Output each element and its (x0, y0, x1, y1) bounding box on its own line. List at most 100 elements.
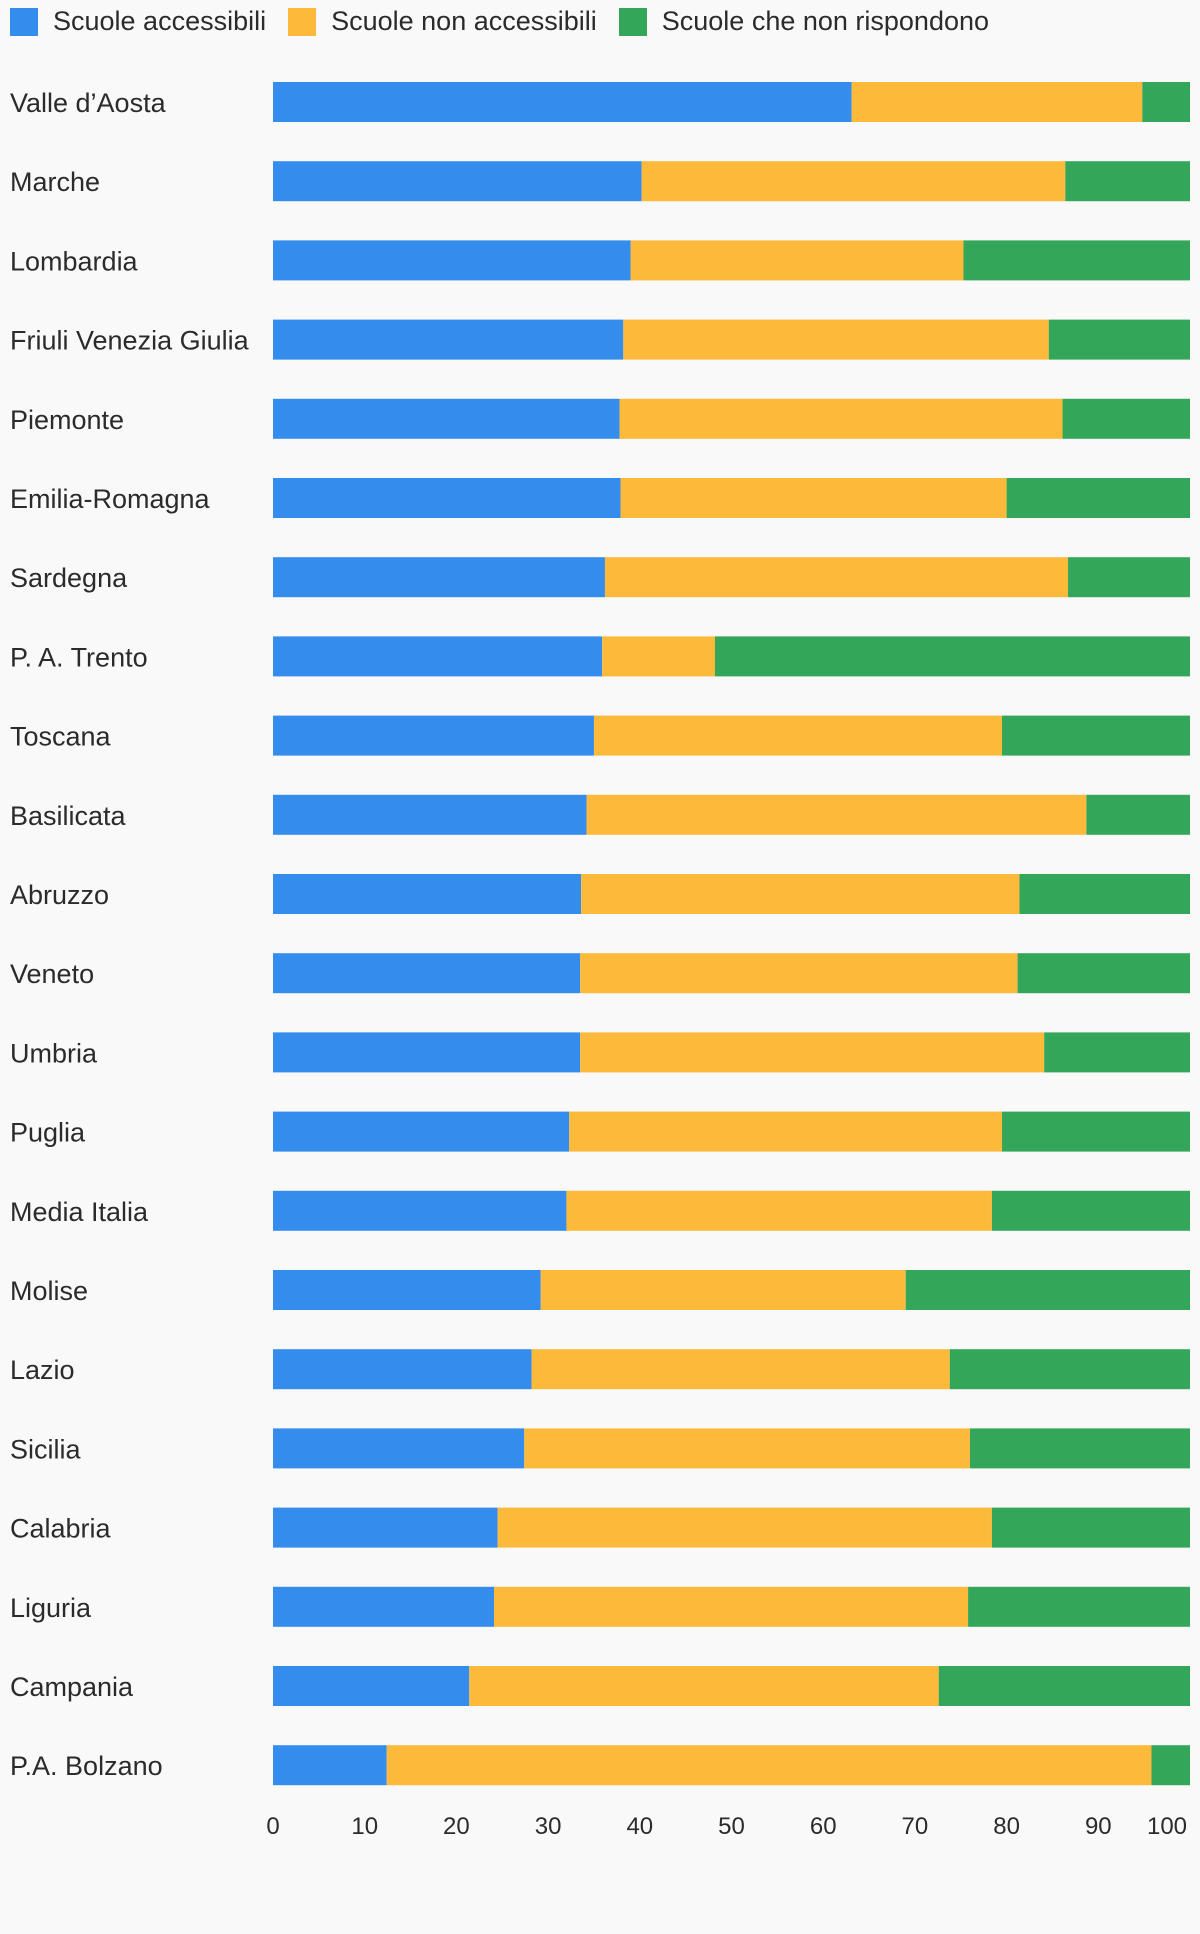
bar-abruzzo-scuole-che-non-rispondono[interactable] (1019, 874, 1190, 914)
bar-sardegna-scuole-accessibili[interactable] (273, 557, 605, 598)
category-label-p-a-trento: P. A. Trento (10, 642, 148, 672)
category-label-molise: Molise (10, 1276, 88, 1306)
bar-puglia-scuole-accessibili[interactable] (273, 1111, 570, 1152)
bar-marche-scuole-non-accessibili[interactable] (641, 161, 1066, 202)
category-label-basilicata: Basilicata (10, 801, 127, 831)
category-label-lombardia: Lombardia (10, 246, 139, 276)
x-tick-label-90: 90 (1085, 1813, 1112, 1840)
bar-p-a-trento-scuole-accessibili[interactable] (273, 636, 603, 677)
bar-lombardia-scuole-non-accessibili[interactable] (630, 240, 964, 281)
x-tick-label-10: 10 (351, 1813, 378, 1840)
bar-puglia-scuole-che-non-rispondono[interactable] (1002, 1111, 1190, 1152)
x-tick-label-80: 80 (993, 1813, 1020, 1840)
legend-label-non-rispondono: Scuole che non rispondono (661, 6, 990, 36)
bar-lazio-scuole-che-non-rispondono[interactable] (949, 1349, 1190, 1390)
bar-p-a-bolzano-scuole-non-accessibili[interactable] (386, 1745, 1152, 1786)
x-tick-label-0: 0 (266, 1813, 279, 1840)
category-label-calabria: Calabria (10, 1514, 112, 1544)
bar-basilicata-scuole-non-accessibili[interactable] (586, 794, 1087, 835)
bar-molise-scuole-che-non-rispondono[interactable] (905, 1270, 1190, 1310)
bar-piemonte-scuole-accessibili[interactable] (273, 398, 620, 439)
category-label-emilia-romagna: Emilia-Romagna (10, 484, 211, 514)
bar-media-italia-scuole-non-accessibili[interactable] (566, 1190, 992, 1231)
bar-media-italia-scuole-che-non-rispondono[interactable] (991, 1190, 1190, 1231)
bar-toscana-scuole-accessibili[interactable] (273, 715, 594, 756)
category-label-toscana: Toscana (10, 722, 112, 752)
bar-veneto-scuole-che-non-rispondono[interactable] (1017, 953, 1190, 994)
bar-molise-scuole-accessibili[interactable] (273, 1270, 541, 1310)
category-label-liguria: Liguria (10, 1593, 92, 1623)
bar-friuli-venezia-giulia-scuole-che-non-rispondono[interactable] (1048, 319, 1190, 360)
bar-p-a-trento-scuole-non-accessibili[interactable] (602, 636, 715, 677)
bar-emilia-romagna-scuole-non-accessibili[interactable] (620, 478, 1007, 518)
bar-liguria-scuole-accessibili[interactable] (273, 1586, 494, 1627)
bar-valle-d-aosta-scuole-che-non-rispondono[interactable] (1142, 82, 1190, 122)
category-label-media-italia: Media Italia (10, 1197, 149, 1227)
bar-p-a-bolzano-scuole-che-non-rispondono[interactable] (1151, 1745, 1190, 1786)
category-label-marche: Marche (10, 167, 100, 197)
bar-toscana-scuole-che-non-rispondono[interactable] (1002, 715, 1190, 756)
bar-p-a-trento-scuole-che-non-rispondono[interactable] (714, 636, 1190, 677)
bar-umbria-scuole-non-accessibili[interactable] (580, 1032, 1045, 1073)
bar-umbria-scuole-che-non-rispondono[interactable] (1044, 1032, 1190, 1073)
bar-piemonte-scuole-che-non-rispondono[interactable] (1062, 398, 1190, 439)
bar-piemonte-scuole-non-accessibili[interactable] (619, 398, 1063, 439)
bar-campania-scuole-accessibili[interactable] (273, 1666, 470, 1706)
bar-valle-d-aosta-scuole-non-accessibili[interactable] (851, 82, 1143, 122)
bar-sardegna-scuole-non-accessibili[interactable] (604, 557, 1069, 598)
bar-toscana-scuole-non-accessibili[interactable] (593, 715, 1003, 756)
bar-veneto-scuole-accessibili[interactable] (273, 953, 581, 994)
bar-sardegna-scuole-che-non-rispondono[interactable] (1068, 557, 1190, 598)
legend-swatch-non-accessibili (288, 7, 317, 36)
x-tick-label-20: 20 (443, 1813, 470, 1840)
bar-friuli-venezia-giulia-scuole-accessibili[interactable] (273, 319, 624, 360)
x-tick-label-70: 70 (902, 1813, 929, 1840)
category-label-p-a-bolzano: P.A. Bolzano (10, 1751, 163, 1781)
category-label-campania: Campania (10, 1672, 134, 1702)
bar-puglia-scuole-non-accessibili[interactable] (569, 1111, 1003, 1152)
bar-calabria-scuole-accessibili[interactable] (273, 1507, 498, 1548)
category-label-valle-d-aosta: Valle d’Aosta (10, 88, 167, 118)
x-tick-label-40: 40 (626, 1813, 653, 1840)
bar-emilia-romagna-scuole-che-non-rispondono[interactable] (1006, 478, 1190, 518)
x-tick-label-30: 30 (535, 1813, 562, 1840)
bar-liguria-scuole-che-non-rispondono[interactable] (968, 1586, 1190, 1627)
bar-marche-scuole-accessibili[interactable] (273, 161, 642, 202)
bar-valle-d-aosta-scuole-accessibili[interactable] (273, 82, 852, 122)
legend-label-accessibili: Scuole accessibili (53, 6, 267, 36)
bar-lazio-scuole-non-accessibili[interactable] (531, 1349, 950, 1390)
bar-marche-scuole-che-non-rispondono[interactable] (1065, 161, 1190, 202)
legend-item-accessibili[interactable]: Scuole accessibili (10, 6, 266, 37)
bar-basilicata-scuole-accessibili[interactable] (273, 794, 587, 835)
bar-lombardia-scuole-accessibili[interactable] (273, 240, 631, 281)
bar-campania-scuole-non-accessibili[interactable] (469, 1666, 939, 1706)
bar-calabria-scuole-che-non-rispondono[interactable] (991, 1507, 1190, 1548)
bar-lazio-scuole-accessibili[interactable] (273, 1349, 532, 1390)
bar-emilia-romagna-scuole-accessibili[interactable] (273, 478, 621, 518)
bar-sicilia-scuole-accessibili[interactable] (273, 1428, 525, 1469)
category-label-friuli-venezia-giulia: Friuli Venezia Giulia (10, 326, 250, 356)
legend: Scuole accessibili Scuole non accessibil… (10, 6, 1011, 37)
category-label-piemonte: Piemonte (10, 405, 124, 435)
legend-swatch-non-rispondono (618, 7, 647, 36)
bar-umbria-scuole-accessibili[interactable] (273, 1032, 581, 1073)
bar-liguria-scuole-non-accessibili[interactable] (493, 1586, 969, 1627)
category-label-lazio: Lazio (10, 1355, 75, 1385)
bar-abruzzo-scuole-non-accessibili[interactable] (581, 874, 1020, 914)
bar-p-a-bolzano-scuole-accessibili[interactable] (273, 1745, 387, 1786)
bar-veneto-scuole-non-accessibili[interactable] (580, 953, 1018, 994)
bar-lombardia-scuole-che-non-rispondono[interactable] (963, 240, 1190, 281)
legend-item-non-accessibili[interactable]: Scuole non accessibili (288, 6, 597, 37)
bar-sicilia-scuole-non-accessibili[interactable] (524, 1428, 970, 1469)
bar-abruzzo-scuole-accessibili[interactable] (273, 874, 582, 914)
bar-basilicata-scuole-che-non-rispondono[interactable] (1086, 794, 1190, 835)
bar-sicilia-scuole-che-non-rispondono[interactable] (969, 1428, 1190, 1469)
bar-molise-scuole-non-accessibili[interactable] (540, 1270, 906, 1310)
legend-item-non-rispondono[interactable]: Scuole che non rispondono (618, 6, 990, 37)
bar-campania-scuole-che-non-rispondono[interactable] (938, 1666, 1190, 1706)
bar-calabria-scuole-non-accessibili[interactable] (497, 1507, 992, 1548)
x-tick-label-100: 100 (1147, 1813, 1187, 1840)
bar-media-italia-scuole-accessibili[interactable] (273, 1190, 567, 1231)
bar-friuli-venezia-giulia-scuole-non-accessibili[interactable] (623, 319, 1049, 360)
